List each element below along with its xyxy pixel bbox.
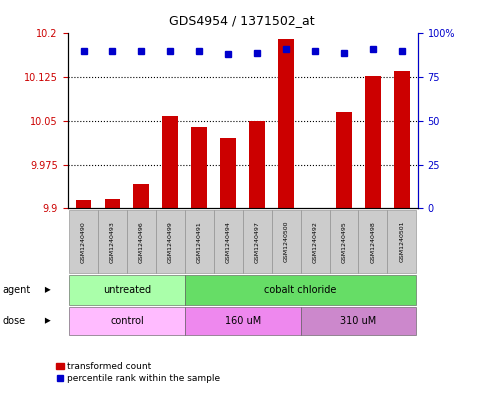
Text: GSM1240497: GSM1240497	[255, 221, 260, 263]
Text: GSM1240501: GSM1240501	[399, 221, 404, 263]
Text: 310 uM: 310 uM	[341, 316, 377, 326]
Bar	[336, 112, 352, 208]
Bar	[162, 116, 178, 208]
Text: GSM1240499: GSM1240499	[168, 221, 173, 263]
Bar	[278, 39, 294, 208]
Text: control: control	[110, 316, 144, 326]
Text: GSM1240498: GSM1240498	[370, 221, 375, 263]
Text: GSM1240492: GSM1240492	[313, 221, 317, 263]
Bar	[249, 121, 265, 208]
Text: GSM1240491: GSM1240491	[197, 221, 202, 263]
Bar	[191, 127, 207, 208]
Text: GSM1240495: GSM1240495	[341, 221, 346, 263]
Text: cobalt chloride: cobalt chloride	[264, 285, 337, 295]
Text: GSM1240490: GSM1240490	[81, 221, 86, 263]
Bar	[133, 184, 149, 208]
Text: GSM1240496: GSM1240496	[139, 221, 144, 263]
Text: untreated: untreated	[103, 285, 151, 295]
Text: GDS4954 / 1371502_at: GDS4954 / 1371502_at	[169, 14, 314, 27]
Text: GSM1240500: GSM1240500	[284, 221, 289, 263]
Bar	[104, 199, 120, 208]
Text: 160 uM: 160 uM	[225, 316, 261, 326]
Legend: transformed count, percentile rank within the sample: transformed count, percentile rank withi…	[53, 358, 224, 387]
Bar	[394, 71, 410, 208]
Text: agent: agent	[2, 285, 30, 295]
Text: GSM1240494: GSM1240494	[226, 221, 231, 263]
Bar	[365, 76, 381, 208]
Bar	[220, 138, 236, 208]
Text: dose: dose	[2, 316, 26, 326]
Bar	[75, 200, 91, 208]
Text: GSM1240493: GSM1240493	[110, 221, 115, 263]
